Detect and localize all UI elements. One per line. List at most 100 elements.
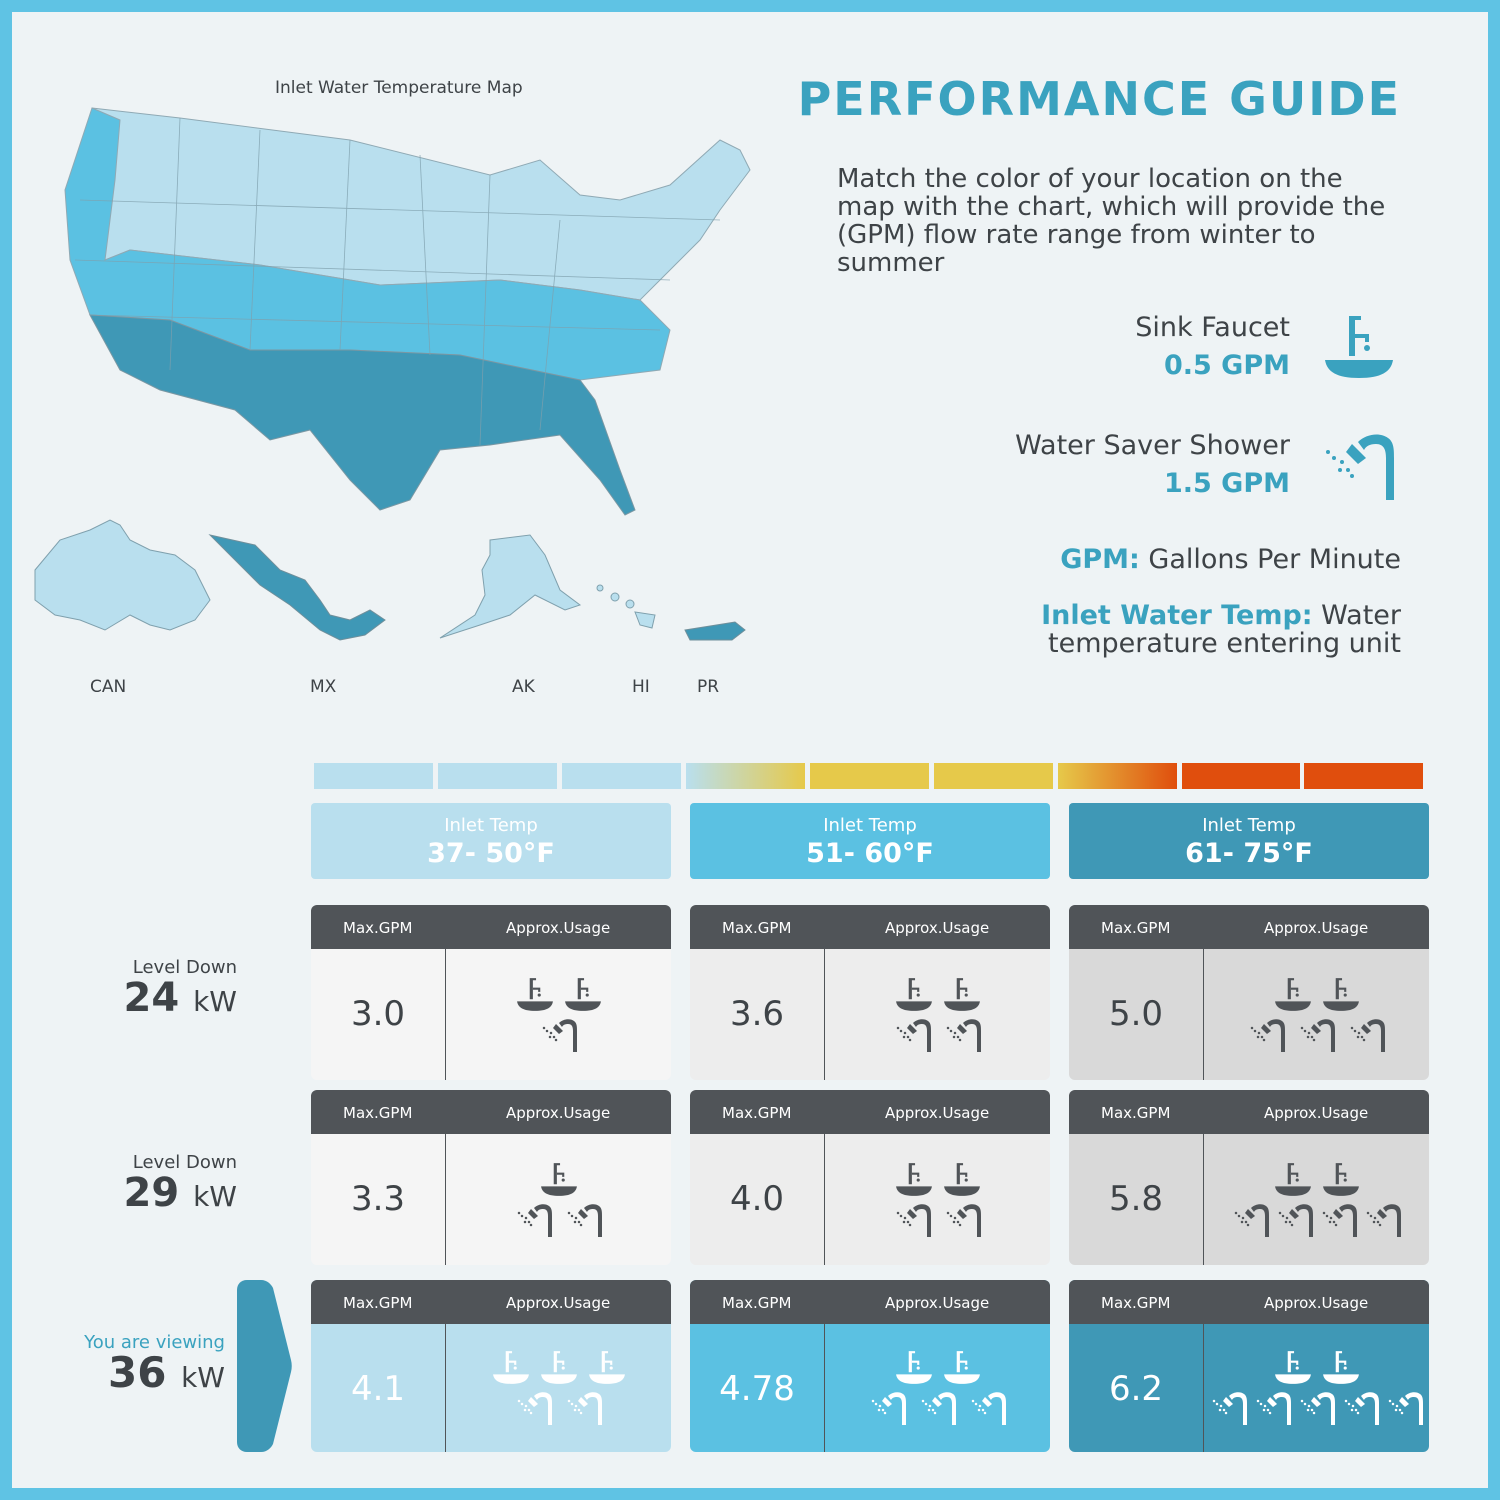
shower-icon [1250,1018,1285,1052]
max-gpm-value: 3.3 [350,1179,406,1219]
alaska-shape [439,534,582,639]
shower-icon [1300,1392,1335,1425]
divider [445,1324,446,1452]
card-header: Max.GPM Approx.Usage [311,1090,671,1134]
shower-icon [971,1392,1006,1425]
col-approx-usage: Approx.Usage [506,1104,611,1122]
faucet-icon [1274,1162,1311,1196]
puerto-rico-shape [684,621,746,641]
shower-icon [896,1018,931,1052]
shower-row [868,1389,1008,1427]
usage-card: Max.GPM Approx.Usage 3.3 [311,1090,671,1265]
faucet-icon [516,977,553,1011]
card-header: Max.GPM Approx.Usage [1069,905,1429,949]
shower-row [514,1389,604,1427]
col-approx-usage: Approx.Usage [1264,1294,1369,1312]
page-title: PERFORMANCE GUIDE [797,72,1401,126]
col-approx-usage: Approx.Usage [885,1104,990,1122]
usage-card: Max.GPM Approx.Usage 4.0 [690,1090,1050,1265]
shower-icon [1234,1203,1269,1237]
divider [445,1134,446,1265]
card-header: Max.GPM Approx.Usage [690,1090,1050,1134]
faucet-icon [1274,977,1311,1011]
card-header: Max.GPM Approx.Usage [1069,1090,1429,1134]
shower-icon [567,1203,602,1237]
shower-name: Water Saver Shower [1015,430,1290,461]
max-gpm-value: 3.0 [350,994,406,1034]
shower-icon [1300,1018,1335,1052]
max-gpm-value: 5.0 [1108,994,1164,1034]
color-bar-segment [810,763,929,789]
row-label-29kw: Level Down 29 kW [123,1152,237,1216]
map-label-pr: PR [697,677,720,697]
shower-row [893,1201,983,1239]
color-bar-segment [934,763,1053,789]
col-max-gpm: Max.GPM [343,919,413,937]
card-header: Max.GPM Approx.Usage [311,1280,671,1324]
color-bar-segment [686,763,805,789]
card-header: Max.GPM Approx.Usage [311,905,671,949]
divider [824,1134,825,1265]
map-label-can: CAN [90,677,127,697]
usage-card: Max.GPM Approx.Usage 5.8 [1069,1090,1429,1265]
faucet-row [1274,1349,1360,1385]
col-approx-usage: Approx.Usage [885,919,990,937]
canada-shape [34,519,211,631]
faucet-row [492,1349,626,1385]
max-gpm-value: 6.2 [1108,1369,1164,1409]
approx-usage-icons [446,1324,671,1452]
col-max-gpm: Max.GPM [722,919,792,937]
card-header: Max.GPM Approx.Usage [690,1280,1050,1324]
shower-icon [1278,1203,1313,1237]
shower-icon [517,1392,552,1425]
col-max-gpm: Max.GPM [1101,919,1171,937]
shower-row [539,1016,579,1054]
shower-icon [871,1392,906,1425]
faucet-row [540,1161,578,1197]
usage-card: Max.GPM Approx.Usage 3.0 [311,905,671,1080]
faucet-icon [1322,1162,1359,1196]
faucet-icon [540,1162,577,1196]
shower-icon [1388,1392,1423,1425]
temp-header-cold: Inlet Temp 37- 50°F [311,803,671,879]
faucet-gpm: 0.5 GPM [1163,350,1290,381]
faucet-icon [1322,1351,1359,1384]
card-header: Max.GPM Approx.Usage [690,905,1050,949]
col-approx-usage: Approx.Usage [506,919,611,937]
col-approx-usage: Approx.Usage [1264,919,1369,937]
col-max-gpm: Max.GPM [343,1294,413,1312]
faucet-row [895,976,981,1012]
color-bar-segment [438,763,557,789]
faucet-name: Sink Faucet [1135,312,1290,343]
approx-usage-icons [446,1134,671,1265]
map-label-ak: AK [512,677,535,697]
color-bar-segment [1058,763,1177,789]
approx-usage-icons [825,1324,1050,1452]
faucet-icon [943,1351,980,1384]
shower-row [1209,1389,1425,1427]
shower-row [893,1016,983,1054]
col-max-gpm: Max.GPM [722,1294,792,1312]
shower-icon [921,1392,956,1425]
temp-header-mild: Inlet Temp 51- 60°F [690,803,1050,879]
col-approx-usage: Approx.Usage [1264,1104,1369,1122]
shower-icon [1350,1018,1385,1052]
col-max-gpm: Max.GPM [343,1104,413,1122]
temperature-map [34,107,751,641]
faucet-icon [1274,1351,1311,1384]
col-approx-usage: Approx.Usage [506,1294,611,1312]
row-label-24kw: Level Down 24 kW [123,957,237,1021]
shower-row [514,1201,604,1239]
max-gpm-value: 5.8 [1108,1179,1164,1219]
col-approx-usage: Approx.Usage [885,1294,990,1312]
col-max-gpm: Max.GPM [722,1104,792,1122]
faucet-row [516,976,602,1012]
shower-icon [1256,1392,1291,1425]
color-bar-segment [314,763,433,789]
color-bar-segment [1182,763,1300,789]
usage-card: Max.GPM Approx.Usage 4.1 [311,1280,671,1452]
row-label-36kw: You are viewing 36 kW [84,1332,225,1397]
shower-icon [1322,1203,1357,1237]
shower-icon [567,1392,602,1425]
faucet-icon [1322,977,1359,1011]
